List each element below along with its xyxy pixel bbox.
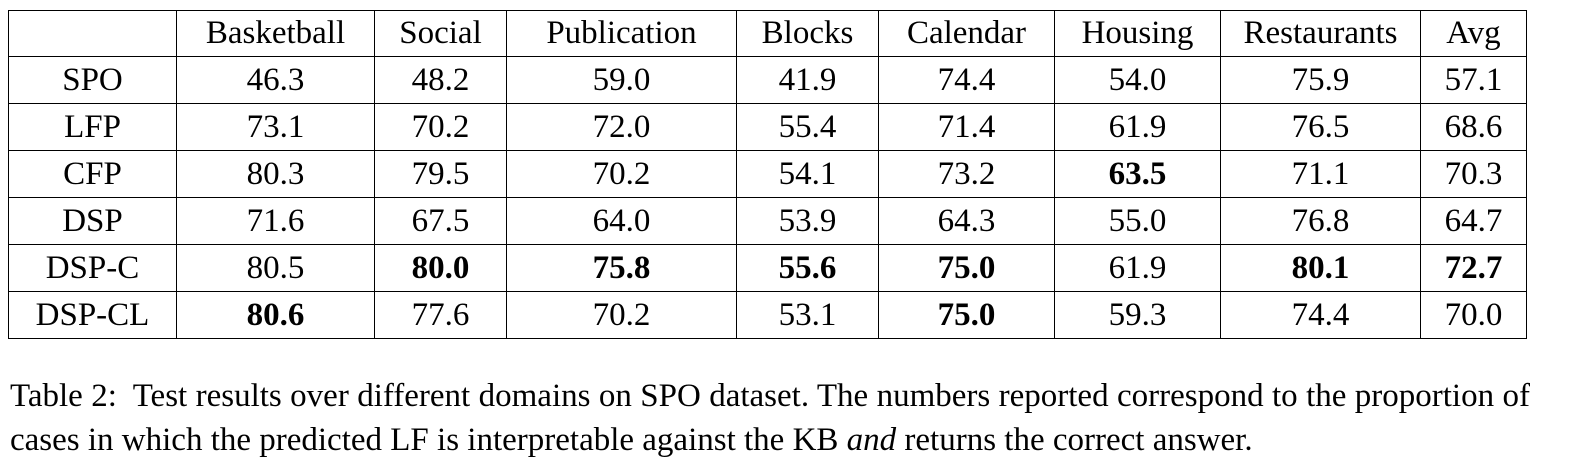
table-cell: 70.0: [1420, 291, 1527, 339]
column-header: Publication: [506, 10, 737, 57]
table-cell: 77.6: [374, 291, 507, 339]
column-header: Housing: [1054, 10, 1221, 57]
table-cell: 75.0: [878, 244, 1055, 292]
table-cell: 70.3: [1420, 150, 1527, 198]
table-cell: 55.6: [736, 244, 879, 292]
table-caption: Table 2: Test results over different dom…: [10, 374, 1530, 462]
table-cell: 74.4: [1220, 291, 1421, 339]
table-cell: 70.2: [374, 103, 507, 151]
row-header-method: DSP-C: [8, 244, 177, 292]
table-cell: 73.1: [176, 103, 375, 151]
table-cell: 72.7: [1420, 244, 1527, 292]
table-cell: 71.1: [1220, 150, 1421, 198]
column-header: Social: [374, 10, 507, 57]
table-cell: 72.0: [506, 103, 737, 151]
table-cell: 53.1: [736, 291, 879, 339]
table-header-row: Basketball Social Publication Blocks Calenda…: [8, 10, 1527, 57]
table-row: CFP 80.3 79.5 70.2 54.1 73.2 63.5 71.1 70.3: [8, 150, 1527, 198]
column-header: Avg: [1420, 10, 1527, 57]
row-header-method: CFP: [8, 150, 177, 198]
table-cell: 73.2: [878, 150, 1055, 198]
header-corner-cell: [8, 10, 177, 57]
table-cell: 75.8: [506, 244, 737, 292]
table-row: LFP 73.1 70.2 72.0 55.4 71.4 61.9 76.5 68.6: [8, 103, 1527, 151]
column-header: Restaurants: [1220, 10, 1421, 57]
caption-text-part2: returns the correct answer.: [904, 422, 1253, 458]
table-cell: 70.2: [506, 291, 737, 339]
table-cell: 48.2: [374, 56, 507, 104]
row-header-method: DSP-CL: [8, 291, 177, 339]
table-cell: 46.3: [176, 56, 375, 104]
table-cell: 67.5: [374, 197, 507, 245]
table-cell: 63.5: [1054, 150, 1221, 198]
table-cell: 59.3: [1054, 291, 1221, 339]
table-cell: 55.4: [736, 103, 879, 151]
table-cell: 80.0: [374, 244, 507, 292]
table-cell: 64.0: [506, 197, 737, 245]
table-cell: 74.4: [878, 56, 1055, 104]
table-cell: 57.1: [1420, 56, 1527, 104]
table-cell: 80.5: [176, 244, 375, 292]
table-cell: 76.8: [1220, 197, 1421, 245]
caption-emphasis: and: [846, 422, 897, 458]
table-cell: 61.9: [1054, 244, 1221, 292]
row-header-method: LFP: [8, 103, 177, 151]
table-cell: 59.0: [506, 56, 737, 104]
table-cell: 68.6: [1420, 103, 1527, 151]
table-cell: 53.9: [736, 197, 879, 245]
table-cell: 64.3: [878, 197, 1055, 245]
table-cell: 80.3: [176, 150, 375, 198]
caption-text-part1: Test results over different domains on S…: [10, 378, 1530, 458]
row-header-method: SPO: [8, 56, 177, 104]
table-cell: 71.4: [878, 103, 1055, 151]
column-header: Blocks: [736, 10, 879, 57]
table-cell: 79.5: [374, 150, 507, 198]
table-cell: 71.6: [176, 197, 375, 245]
table-cell: 80.6: [176, 291, 375, 339]
column-header: Calendar: [878, 10, 1055, 57]
table-cell: 64.7: [1420, 197, 1527, 245]
table-cell: 75.9: [1220, 56, 1421, 104]
caption-label: Table 2:: [10, 378, 117, 414]
table-cell: 61.9: [1054, 103, 1221, 151]
table-cell: 76.5: [1220, 103, 1421, 151]
table-body: SPO 46.3 48.2 59.0 41.9 74.4 54.0 75.9 57.1 LFP 73…: [8, 56, 1527, 339]
table-row: DSP-CL 80.6 77.6 70.2 53.1 75.0 59.3 74.4 70.0: [8, 291, 1527, 339]
table-cell: 54.0: [1054, 56, 1221, 104]
results-table: Basketball Social Publication Blocks Calenda…: [8, 10, 1527, 339]
column-header: Basketball: [176, 10, 375, 57]
table-row: DSP-C 80.5 80.0 75.8 55.6 75.0 61.9 80.1 72.7: [8, 244, 1527, 292]
table-cell: 54.1: [736, 150, 879, 198]
table-row: DSP 71.6 67.5 64.0 53.9 64.3 55.0 76.8 64.7: [8, 197, 1527, 245]
row-header-method: DSP: [8, 197, 177, 245]
table-cell: 70.2: [506, 150, 737, 198]
table-cell: 75.0: [878, 291, 1055, 339]
table-row: SPO 46.3 48.2 59.0 41.9 74.4 54.0 75.9 57.1: [8, 56, 1527, 104]
table-cell: 41.9: [736, 56, 879, 104]
table-cell: 80.1: [1220, 244, 1421, 292]
table-cell: 55.0: [1054, 197, 1221, 245]
